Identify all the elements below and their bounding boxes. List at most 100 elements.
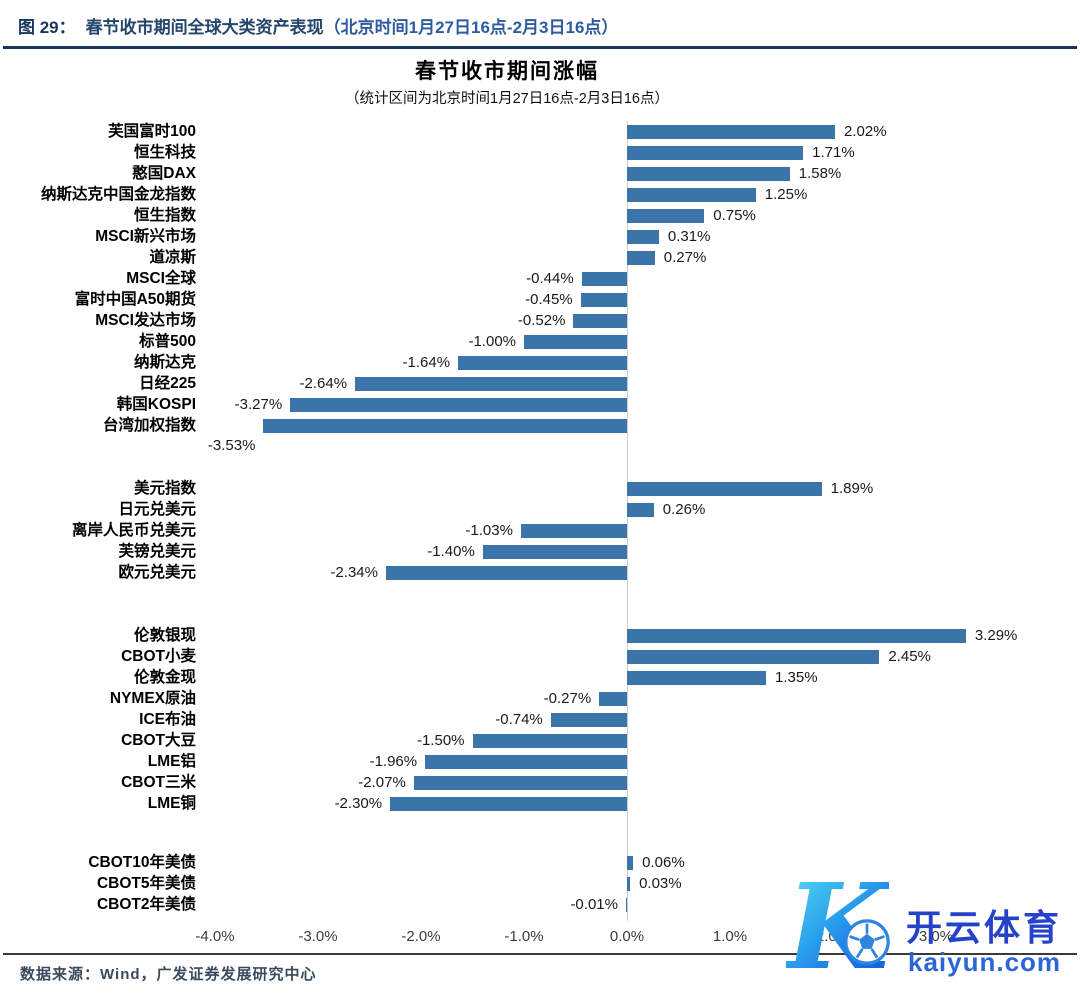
category-label: 憨国DAX (132, 165, 196, 182)
figure-header: 图 29： 春节收市期间全球大类资产表现（北京时间1月27日16点-2月3日16点… (18, 13, 1070, 38)
bar (627, 167, 790, 181)
category-label: 标普500 (139, 333, 196, 350)
x-tick-label: -2.0% (401, 928, 441, 945)
bar (580, 293, 627, 307)
category-label: CBOT2年美债 (96, 896, 196, 913)
category-label: CBOT10年美债 (88, 854, 196, 871)
value-label: -1.40% (427, 543, 475, 560)
value-label: -1.96% (369, 753, 418, 770)
x-tick-label: 3.0% (918, 928, 954, 945)
value-label: -1.64% (402, 354, 451, 371)
bar-row: ICE布油 -0.74% (0, 709, 1080, 730)
bar-row: NYMEX原油 -0.27% (0, 688, 1080, 709)
bar (458, 356, 627, 370)
category-label: 韩国KOSPI (116, 396, 196, 413)
category-label: 欧元兑美元 (118, 564, 196, 581)
bar (627, 188, 756, 202)
category-label: MSCI发达市场 (95, 312, 196, 329)
value-label: 0.06% (642, 854, 685, 871)
bar-row: 纳斯达克中国金龙指数 1.25% (0, 184, 1080, 205)
bar-row: CBOT大豆 -1.50% (0, 730, 1080, 751)
bar (627, 230, 659, 244)
category-label: LME铜 (147, 795, 196, 812)
value-label: 1.89% (830, 480, 874, 497)
value-label: 0.27% (663, 249, 707, 266)
value-label: 1.25% (764, 186, 808, 203)
value-label: -0.27% (543, 690, 592, 707)
category-label: 日经225 (139, 375, 196, 392)
bar (482, 545, 627, 559)
bar (573, 314, 627, 328)
bar (290, 398, 627, 412)
category-label: 纳斯达克 (133, 354, 196, 371)
bar-row: 日经225 -2.64% (0, 373, 1080, 394)
value-label: -0.01% (570, 896, 618, 913)
category-label: CBOT小麦 (121, 648, 196, 665)
bar (627, 251, 655, 265)
category-label: 伦敦金现 (133, 669, 196, 686)
source-note: 数据来源：Wind，广发证券发展研究中心 (20, 966, 317, 983)
bar (425, 755, 627, 769)
bar (263, 419, 627, 433)
bar (627, 146, 804, 160)
category-label: 美元指数 (133, 480, 196, 497)
bar-row: 憨国DAX 1.58% (0, 163, 1080, 184)
x-tick-label: 1.0% (712, 928, 748, 945)
category-label: MSCI新兴市场 (95, 228, 196, 245)
category-label: 恒生指数 (133, 207, 196, 224)
figure-title-date-range: （北京时间1月27日16点-2月3日16点） (323, 18, 619, 37)
value-label: -0.74% (495, 711, 543, 728)
bar-row: 台湾加权指数 -3.53% (0, 415, 1080, 454)
bar (627, 629, 966, 643)
value-label: -2.34% (330, 564, 378, 581)
value-label: -2.64% (299, 375, 348, 392)
figure-title: 春节收市期间全球大类资产表现 (85, 18, 324, 37)
value-label: -0.44% (526, 270, 574, 287)
x-tick-label: -1.0% (504, 928, 544, 945)
bar-row: MSCI新兴市场 0.31% (0, 226, 1080, 247)
bar-row: MSCI发达市场 -0.52% (0, 310, 1080, 331)
value-label: 3.29% (974, 627, 1018, 644)
value-label: 0.31% (667, 228, 711, 245)
bar (627, 482, 822, 496)
category-label: 恒生科技 (133, 144, 196, 161)
bar-row: LME铝 -1.96% (0, 751, 1080, 772)
category-label: 纳斯达克中国金龙指数 (40, 186, 196, 203)
bar (355, 377, 627, 391)
bar-row: 道凉斯 0.27% (0, 247, 1080, 268)
bar (581, 272, 627, 286)
bar (524, 335, 627, 349)
bar (520, 524, 627, 538)
bar-row: 芙国富时100 2.02% (0, 121, 1080, 142)
bar-row: MSCI全球 -0.44% (0, 268, 1080, 289)
value-label: -2.30% (334, 795, 383, 812)
category-label: 富时中国A50期货 (74, 291, 196, 308)
bar (625, 898, 627, 912)
category-label: CBOT大豆 (121, 732, 196, 749)
bar (627, 125, 836, 139)
category-label: ICE布油 (139, 711, 196, 728)
category-label: CBOT5年美债 (96, 875, 196, 892)
bar-row: LME铜 -2.30% (0, 793, 1080, 814)
bar-row: 日元兑美元 0.26% (0, 499, 1080, 520)
bar (627, 856, 634, 870)
category-label: 芙国富时100 (108, 123, 196, 140)
value-label: 1.58% (798, 165, 842, 182)
bar-row: 离岸人民币兑美元 -1.03% (0, 520, 1080, 541)
header-divider (3, 46, 1077, 49)
value-label: 0.26% (662, 501, 706, 518)
x-tick-label: 0.0% (609, 928, 645, 945)
value-label: 0.75% (713, 207, 756, 224)
category-label: MSCI全球 (126, 270, 196, 287)
x-tick-label: -4.0% (195, 928, 235, 945)
category-label: LME铝 (147, 753, 196, 770)
bar-row: 美元指数 1.89% (0, 478, 1080, 499)
bar (627, 503, 654, 517)
category-label: 芙镑兑美元 (118, 543, 196, 560)
bar-row: CBOT小麦 2.45% (0, 646, 1080, 667)
value-label: 1.35% (775, 669, 818, 686)
figure-number-label: 图 29： (18, 18, 76, 37)
category-label: CBOT三米 (121, 774, 196, 791)
bar (627, 877, 631, 891)
